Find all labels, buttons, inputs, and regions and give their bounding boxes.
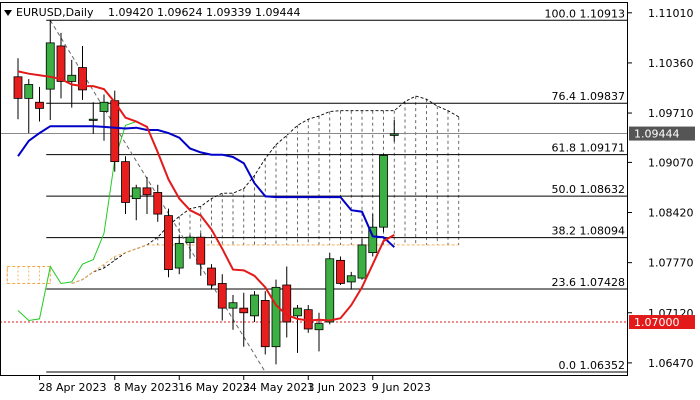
bearish-candle-body: [239, 307, 249, 314]
bearish-candle-body: [35, 101, 44, 109]
bearish-candle-body: [56, 45, 66, 82]
symbol-dropdown-icon[interactable]: [4, 10, 12, 16]
bullish-candle-body: [131, 187, 141, 200]
price-tick-label: 1.09070: [648, 156, 694, 169]
price-axis: 1.11010 1.10360 1.09710 1.09070 1.08420 1.077…: [628, 7, 695, 370]
time-tick-label: 16 May 2023: [178, 381, 250, 394]
bearish-candle-body: [196, 236, 206, 265]
fib-level-label: 23.6 1.07428: [552, 276, 625, 289]
bearish-candle-body: [207, 267, 216, 286]
bullish-candle-body: [368, 226, 378, 254]
bearish-candle-body: [217, 283, 227, 309]
price-tick-label: 1.10360: [648, 57, 694, 70]
blue-moving-average: [17, 125, 395, 248]
bullish-candle-body: [293, 307, 302, 317]
alert-price-tag-label: 1.07000: [634, 316, 680, 329]
symbol-timeframe-label: EURUSD,Daily: [16, 6, 94, 19]
bullish-candle-body: [99, 101, 109, 112]
cloud-lower-edge: [71, 244, 459, 284]
time-tick-label: 1 Jun 2023: [307, 381, 366, 394]
red-moving-average: [17, 70, 395, 322]
plot-area: 100.0 1.10913 76.4 1.09837 61.8 1.09171 50.…: [0, 7, 628, 373]
bullish-candle-body: [357, 244, 367, 279]
fib-level-label: 0.0 1.06352: [559, 359, 625, 372]
bullish-candle-body: [174, 242, 184, 269]
time-tick-label: 9 Jun 2023: [372, 381, 431, 394]
bearish-candle-body: [78, 67, 87, 91]
bullish-candle-body: [389, 133, 399, 136]
bearish-candle-body: [260, 300, 270, 348]
bullish-candle-body: [185, 236, 195, 243]
time-tick-label: 28 Apr 2023: [39, 381, 107, 394]
bearish-candle-body: [164, 215, 173, 270]
cloud-upper-edge: [71, 95, 460, 284]
bullish-candle-body: [346, 275, 356, 283]
bullish-candle-body: [45, 42, 55, 90]
current-price-tag-label: 1.09444: [634, 128, 680, 141]
current-price-tag: [629, 126, 695, 141]
bearish-candle-body: [110, 100, 120, 163]
bearish-candle-body: [13, 76, 23, 99]
bullish-candle-body: [88, 118, 98, 121]
alert-price-tag: [629, 315, 695, 330]
bearish-candle-body: [153, 192, 163, 215]
time-tick-label: 8 May 2023: [114, 381, 179, 394]
fib-level-label: 38.2 1.08094: [552, 225, 625, 238]
time-tick-label: 24 May 2023: [243, 381, 315, 394]
bullish-candle-body: [250, 294, 259, 317]
price-tick-label: 1.07770: [648, 257, 694, 270]
bearish-candle-body: [336, 259, 345, 284]
bearish-candle-body: [142, 187, 152, 196]
fib-level-label: 100.0 1.10913: [545, 7, 625, 20]
bullish-candle-body: [325, 258, 335, 323]
fib-level-label: 61.8 1.09171: [552, 142, 625, 155]
bullish-candle-body: [379, 155, 388, 228]
price-tick-label: 1.09710: [648, 107, 694, 120]
bearish-candle-body: [282, 284, 292, 323]
price-tick-label: 1.11010: [648, 7, 694, 20]
bearish-candle-body: [121, 161, 130, 203]
plot-frame: [0, 2, 628, 376]
bullish-candle-body: [228, 302, 238, 309]
bullish-candle-body: [271, 286, 281, 348]
chart-header: EURUSD,Daily 1.09420 1.09624 1.09339 1.0…: [4, 6, 300, 19]
price-tick-label: 1.08420: [648, 207, 694, 220]
fib-level-label: 76.4 1.09837: [552, 90, 625, 103]
bullish-candle-body: [24, 84, 34, 99]
price-tick-label: 1.06470: [648, 357, 694, 370]
ohlc-readout: 1.09420 1.09624 1.09339 1.09444: [108, 6, 300, 19]
bullish-candle-body: [67, 74, 77, 82]
bullish-candle-body: [314, 323, 324, 331]
fib-level-label: 50.0 1.08632: [552, 183, 625, 196]
